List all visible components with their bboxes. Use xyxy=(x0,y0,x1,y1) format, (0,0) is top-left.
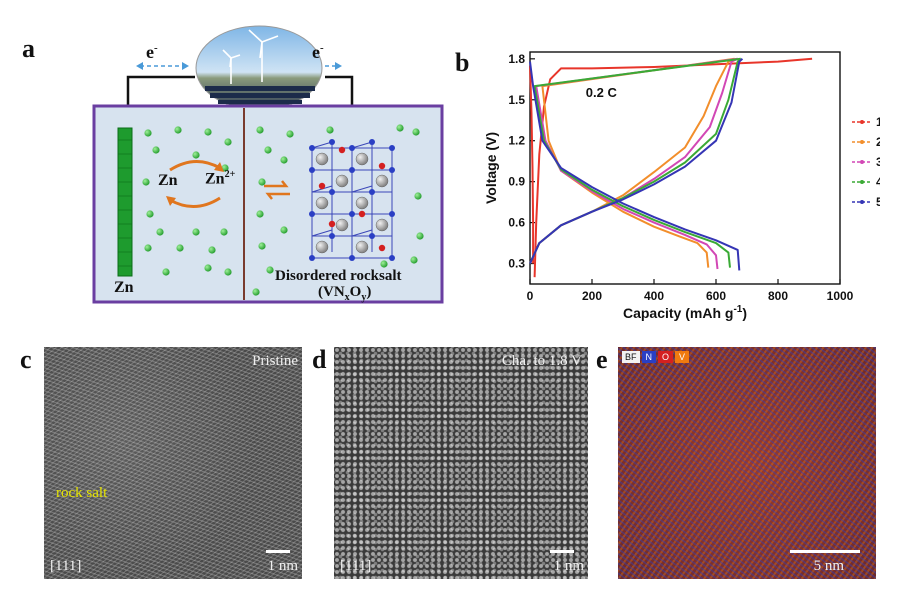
y-tick-label: 1.2 xyxy=(508,134,525,148)
y-tick-label: 0.9 xyxy=(508,175,525,189)
y-tick-label: 1.5 xyxy=(508,93,525,107)
panel-a-letter: a xyxy=(22,34,35,63)
zinc-ions xyxy=(142,124,424,296)
x-tick-label: 200 xyxy=(582,289,602,303)
scale-label-c: 1 nm xyxy=(267,558,298,574)
series-2nd-charge-line xyxy=(529,57,736,264)
legend-5th-label: 5th xyxy=(876,195,880,209)
series-1st-charge-line xyxy=(533,57,813,278)
electrode-texture xyxy=(118,139,132,267)
y-axis-label: Voltage (V) xyxy=(483,132,499,204)
legend-4th-label: 4th xyxy=(876,175,880,189)
x-axis-label: Capacity (mAh g-1) xyxy=(623,304,747,321)
hrtem-image-charged: Cha. to 1.8 V [111] 1 nm xyxy=(334,347,588,579)
electron-label-right: e- xyxy=(312,42,324,62)
zone-axis-label-c: [111] xyxy=(50,558,82,574)
cathode-formula-label: (VNxOy) xyxy=(318,284,372,303)
panel-c-letter: c xyxy=(20,345,32,374)
x-tick-label: 400 xyxy=(644,289,664,303)
x-tick-label: 1000 xyxy=(827,289,854,303)
x-tick-label: 600 xyxy=(706,289,726,303)
battery-schematic xyxy=(92,25,444,304)
hrtem-image-pristine: Pristine rock salt [111] 1 nm xyxy=(44,347,302,579)
series-3rd-charge-line xyxy=(529,57,739,264)
legend-3rd-label: 3rd xyxy=(876,155,880,169)
legend-n: N xyxy=(641,351,657,363)
series-4th-discharge-line xyxy=(533,57,741,268)
panel-e-letter: e xyxy=(596,345,608,374)
legend-2nd-marker xyxy=(860,140,864,144)
y-tick-label: 0.3 xyxy=(508,257,525,271)
redox-arrow-heads xyxy=(166,162,224,206)
series-4th-charge-line xyxy=(529,58,742,264)
series-3rd-discharge-line xyxy=(535,57,738,270)
scale-bar-c xyxy=(266,550,290,553)
x-tick-label: 0 xyxy=(527,289,534,303)
zn-electrode-label: Zn xyxy=(114,279,134,296)
y-tick-label: 1.8 xyxy=(508,52,525,66)
panel-b-letter: b xyxy=(455,48,470,77)
electron-label-left: e- xyxy=(146,42,158,62)
cathode-name-label: Disordered rocksalt xyxy=(275,268,402,284)
series-1st-discharge-line xyxy=(529,65,535,264)
y-tick-label: 0.6 xyxy=(508,216,525,230)
legend-v: V xyxy=(675,351,690,363)
eels-legend: BF N O V xyxy=(622,351,690,363)
equilibrium-arrows xyxy=(264,180,290,200)
series-2nd-discharge-line xyxy=(541,57,735,268)
series-5th-charge-line xyxy=(529,58,744,264)
legend-1st-marker xyxy=(860,120,864,124)
series-5th-discharge-line xyxy=(529,61,741,271)
legend-1st-label: 1st xyxy=(876,115,880,129)
zn-ion-label: Zn xyxy=(158,172,178,189)
zinc-electrode xyxy=(117,127,133,277)
scale-label-d: 1 nm xyxy=(553,558,584,574)
legend-2nd-label: 2nd xyxy=(876,135,880,149)
rate-label: 0.2 C xyxy=(586,85,618,100)
charged-state-label: Cha. to 1.8 V xyxy=(501,353,582,369)
rock-salt-label: rock salt xyxy=(56,485,108,501)
scale-bar-e xyxy=(790,550,860,553)
legend-3rd-marker xyxy=(860,160,864,164)
panel-d-letter: d xyxy=(312,345,327,374)
legend-bf: BF xyxy=(622,351,640,363)
zone-axis-label-d: [111] xyxy=(340,558,372,574)
voltage-capacity-chart: 0 200 400 600 800 1000 0.3 0.6 0.9 1.2 1.5 1.8 Capac… xyxy=(483,51,880,321)
zn2-ion-label: Zn2+ xyxy=(205,169,236,188)
legend-o: O xyxy=(658,351,674,363)
redox-cycle-arrows xyxy=(169,160,221,208)
renewable-energy-image xyxy=(195,25,323,111)
x-tick-label: 800 xyxy=(768,289,788,303)
rocksalt-crystal-lattice xyxy=(309,139,395,261)
legend-4th-marker xyxy=(860,180,864,184)
legend-5th-marker xyxy=(860,200,864,204)
scale-bar-d xyxy=(550,550,574,553)
eels-elemental-map: BF N O V 5 nm xyxy=(618,347,876,579)
scale-label-e: 5 nm xyxy=(813,558,844,574)
pristine-label: Pristine xyxy=(252,353,298,369)
plot-frame xyxy=(529,51,841,285)
